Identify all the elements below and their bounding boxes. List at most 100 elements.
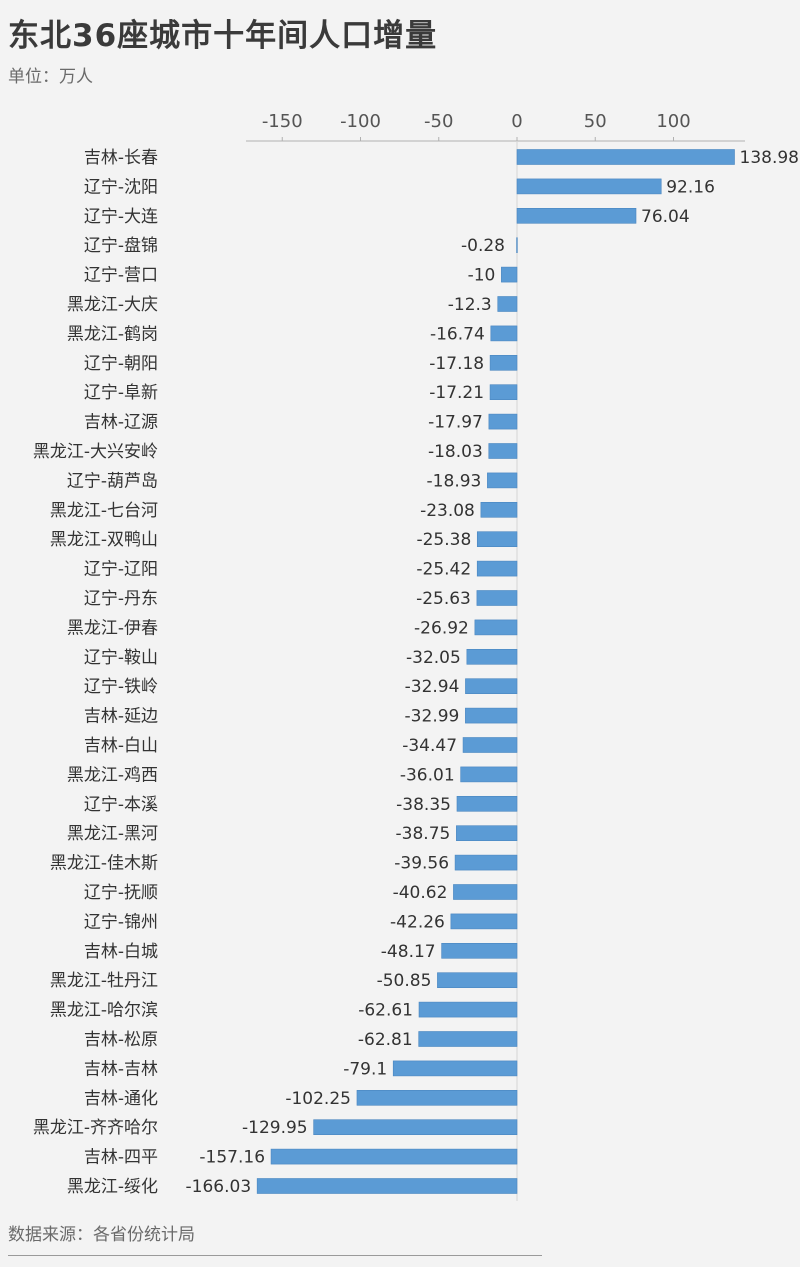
- bar: [516, 208, 637, 224]
- category-label: 黑龙江-双鸭山: [50, 530, 158, 550]
- x-tick-label: -50: [424, 111, 453, 132]
- category-label: 辽宁-沈阳: [84, 177, 158, 197]
- category-label: 辽宁-葫芦岛: [67, 471, 158, 491]
- value-label: -79.1: [343, 1059, 387, 1079]
- bar: [462, 737, 518, 753]
- bar: [418, 1001, 518, 1018]
- category-label: 辽宁-本溪: [84, 795, 158, 815]
- category-label: 辽宁-铁岭: [84, 677, 158, 697]
- value-label: -129.95: [242, 1118, 308, 1138]
- category-label: 黑龙江-七台河: [50, 501, 158, 521]
- bar: [489, 384, 518, 401]
- bar: [487, 472, 518, 489]
- bar: [465, 678, 518, 695]
- category-label: 黑龙江-伊春: [67, 618, 158, 638]
- category-label: 辽宁-鞍山: [84, 648, 158, 668]
- category-label: 辽宁-朝阳: [84, 354, 158, 374]
- bar-chart: -150 -100 -50 0 50 100 吉林-长春 138.98 辽宁-沈阳 92.16 辽宁…: [33, 111, 799, 1201]
- bar: [516, 149, 735, 165]
- category-label: 黑龙江-大庆: [67, 295, 158, 315]
- category-label: 辽宁-锦州: [84, 912, 158, 932]
- value-label: -18.93: [427, 471, 482, 491]
- value-label: -39.56: [394, 854, 449, 874]
- bar: [256, 1178, 518, 1194]
- category-label: 黑龙江-大兴安岭: [33, 442, 158, 462]
- bar: [490, 325, 518, 342]
- value-label: -18.03: [428, 442, 483, 462]
- value-label: -40.62: [393, 883, 448, 903]
- category-label: 黑龙江-鸡西: [67, 765, 158, 785]
- category-label: 黑龙江-哈尔滨: [50, 1001, 158, 1021]
- category-label: 吉林-白山: [84, 736, 158, 756]
- value-label: -17.18: [429, 354, 484, 374]
- bar: [356, 1090, 518, 1106]
- value-label: -157.16: [199, 1148, 265, 1168]
- category-label: 辽宁-大连: [84, 207, 158, 227]
- value-label: -0.28: [461, 236, 505, 256]
- bar: [476, 590, 518, 606]
- value-label: -62.61: [358, 1001, 413, 1021]
- bar: [497, 296, 518, 312]
- bar: [501, 266, 518, 283]
- bar: [480, 501, 518, 518]
- category-label: 吉林-松原: [84, 1030, 158, 1050]
- category-label: 吉林-辽源: [84, 413, 158, 433]
- x-tick-label: -100: [340, 111, 381, 132]
- value-label: -50.85: [377, 971, 432, 991]
- x-tick-label: -150: [262, 111, 303, 132]
- value-label: 138.98: [740, 148, 799, 168]
- value-label: -32.99: [405, 707, 460, 727]
- category-label: 吉林-长春: [84, 148, 158, 168]
- category-label: 黑龙江-佳木斯: [50, 854, 158, 874]
- category-label: 吉林-四平: [84, 1148, 158, 1168]
- bar: [453, 884, 518, 900]
- bar: [516, 178, 662, 195]
- bar: [456, 825, 518, 842]
- x-tick-label: 100: [656, 111, 690, 132]
- bar: [418, 1031, 518, 1047]
- value-label: 92.16: [666, 177, 715, 197]
- value-label: -32.94: [405, 677, 460, 697]
- bar: [474, 619, 518, 636]
- value-label: -32.05: [406, 648, 461, 668]
- bar: [392, 1060, 518, 1077]
- value-label: -25.42: [416, 560, 471, 580]
- category-label: 辽宁-阜新: [84, 383, 158, 403]
- bar: [437, 972, 518, 989]
- chart-source: 数据来源：各省份统计局: [8, 1225, 195, 1245]
- category-label: 辽宁-丹东: [84, 589, 158, 609]
- bar: [456, 795, 518, 812]
- bar: [466, 648, 518, 665]
- bar: [313, 1119, 518, 1135]
- category-label: 黑龙江-黑河: [67, 824, 158, 844]
- bar: [488, 413, 518, 430]
- bar: [476, 531, 518, 548]
- category-label: 辽宁-辽阳: [84, 560, 158, 580]
- category-label: 黑龙江-鹤岗: [67, 324, 158, 344]
- value-label: -17.21: [429, 383, 484, 403]
- value-label: -10: [468, 266, 496, 286]
- bar: [450, 913, 518, 930]
- bar: [465, 707, 518, 724]
- value-label: -62.81: [358, 1030, 413, 1050]
- x-tick-label: 50: [584, 111, 607, 132]
- bar: [476, 560, 518, 577]
- value-label: -26.92: [414, 618, 469, 638]
- category-label: 吉林-通化: [84, 1089, 158, 1109]
- value-label: -23.08: [420, 501, 475, 521]
- value-label: -38.75: [396, 824, 451, 844]
- value-label: -38.35: [396, 795, 451, 815]
- chart-title: 东北36座城市十年间人口增量: [8, 18, 438, 54]
- x-tick-label: 0: [511, 111, 522, 132]
- value-label: -12.3: [448, 295, 492, 315]
- chart-unit: 单位：万人: [8, 67, 93, 87]
- bar: [454, 854, 518, 871]
- value-label: -16.74: [430, 324, 485, 344]
- category-label: 黑龙江-牡丹江: [50, 971, 158, 991]
- value-label: -25.38: [416, 530, 471, 550]
- value-label: -36.01: [400, 765, 455, 785]
- value-label: -166.03: [186, 1177, 252, 1197]
- category-label: 辽宁-抚顺: [84, 883, 158, 903]
- value-label: -48.17: [381, 942, 436, 962]
- category-label: 黑龙江-齐齐哈尔: [33, 1118, 158, 1138]
